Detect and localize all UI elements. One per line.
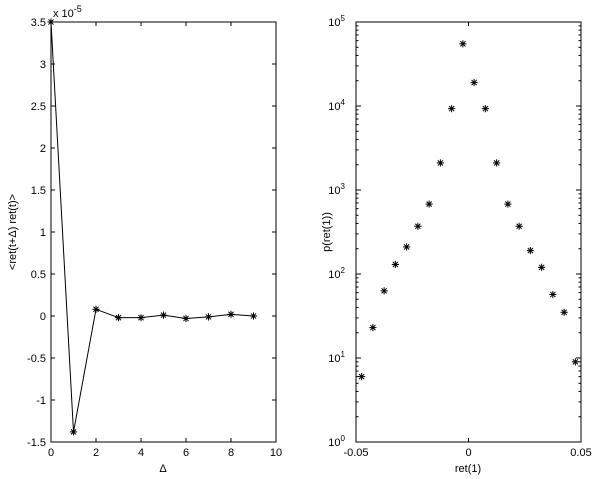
autocorrelation-line (50, 21, 254, 433)
exponent-multiplier: x 10-5 (53, 4, 82, 20)
y-tick-base: 10 (328, 353, 340, 365)
autocorrelation-point (204, 313, 213, 321)
autocorrelation-x-label: Δ (159, 463, 167, 475)
autocorrelation-point (159, 311, 168, 319)
x-tick-label: 0.05 (570, 447, 591, 459)
distribution-point (358, 373, 366, 381)
autocorrelation-point (227, 310, 235, 318)
y-tick-label: -1.5 (27, 437, 46, 449)
distribution-point (526, 246, 534, 255)
y-tick-label: -0.5 (27, 353, 46, 365)
y-tick-base: 10 (328, 269, 340, 281)
y-tick-label: 0 (40, 311, 46, 323)
distribution-point (414, 222, 422, 230)
distribution-point (481, 105, 489, 113)
distribution-point (571, 358, 579, 366)
distribution-point (380, 287, 388, 295)
distribution-point (448, 105, 456, 113)
autocorrelation-marks (47, 18, 258, 436)
exponent-power: -5 (74, 4, 82, 14)
y-tick-label: 0.5 (31, 269, 46, 281)
distribution-point (549, 290, 557, 299)
autocorrelation-ticks: 0 2 4 6 8 10 -1.5 -1 -0.5 0 0.5 1 1.5 2 2.5 3 3.5 (27, 17, 282, 459)
distribution-point (515, 222, 523, 230)
y-tick-base: 10 (328, 101, 340, 113)
y-tick-label: 3.5 (31, 17, 46, 29)
distribution-point (560, 308, 568, 316)
autocorrelation-panel: 0 2 4 6 8 10 -1.5 -1 -0.5 0 0.5 1 1.5 2 2.5 3 3.5 x 10-5… (7, 4, 282, 475)
distribution-x-label: ret(1) (455, 463, 481, 475)
distribution-point (391, 260, 399, 269)
distribution-point (403, 243, 411, 251)
x-tick-label: 2 (93, 447, 99, 459)
distribution-point (369, 324, 377, 332)
y-tick-label: 104 (328, 98, 345, 113)
y-tick-label: 1 (40, 227, 46, 239)
x-tick-label: -0.05 (343, 447, 368, 459)
distribution-y-label: p(ret(1)) (321, 212, 333, 252)
autocorrelation-axes-frame (50, 21, 277, 443)
x-tick-label: 6 (183, 447, 189, 459)
y-tick-label: 105 (328, 14, 345, 29)
distribution-point (538, 263, 546, 271)
y-tick-label: 102 (328, 266, 345, 281)
distribution-point (470, 78, 478, 87)
x-tick-label: 8 (228, 447, 234, 459)
y-tick-exponent: 5 (341, 14, 346, 23)
y-tick-exponent: 1 (341, 350, 346, 359)
distribution-point (425, 200, 433, 208)
y-tick-label: 103 (328, 182, 345, 197)
x-tick-label: 10 (270, 447, 282, 459)
y-tick-label: 2 (40, 143, 46, 155)
y-tick-label: 100 (328, 434, 345, 449)
autocorrelation-y-label: <ret(t+Δ) ret(t)> (7, 194, 19, 270)
autocorrelation-point (137, 314, 145, 322)
distribution-point (436, 159, 444, 167)
autocorrelation-point (69, 428, 78, 436)
y-tick-label: 101 (328, 350, 345, 365)
y-tick-base: 10 (328, 437, 340, 449)
autocorrelation-point (182, 314, 190, 323)
distribution-point (504, 200, 512, 208)
y-tick-label: 1.5 (31, 185, 46, 197)
autocorrelation-point (92, 305, 100, 313)
distribution-point (493, 159, 501, 167)
distribution-axes-frame (355, 21, 582, 443)
autocorrelation-point (114, 314, 123, 322)
y-tick-base: 10 (328, 185, 340, 197)
x-tick-label: 4 (138, 447, 144, 459)
y-tick-exponent: 0 (341, 434, 346, 443)
autocorrelation-point (249, 312, 258, 320)
y-tick-exponent: 2 (341, 266, 346, 275)
y-tick-exponent: 4 (341, 98, 346, 107)
y-tick-label: 3 (40, 59, 46, 71)
y-tick-base: 10 (328, 17, 340, 29)
x-tick-label: 0 (48, 447, 54, 459)
y-tick-exponent: 3 (341, 182, 346, 191)
y-tick-label: -1 (36, 395, 46, 407)
y-tick-label: 2.5 (31, 101, 46, 113)
distribution-marks (358, 40, 579, 381)
x-tick-label: 0 (465, 447, 471, 459)
distribution-point (459, 40, 467, 48)
